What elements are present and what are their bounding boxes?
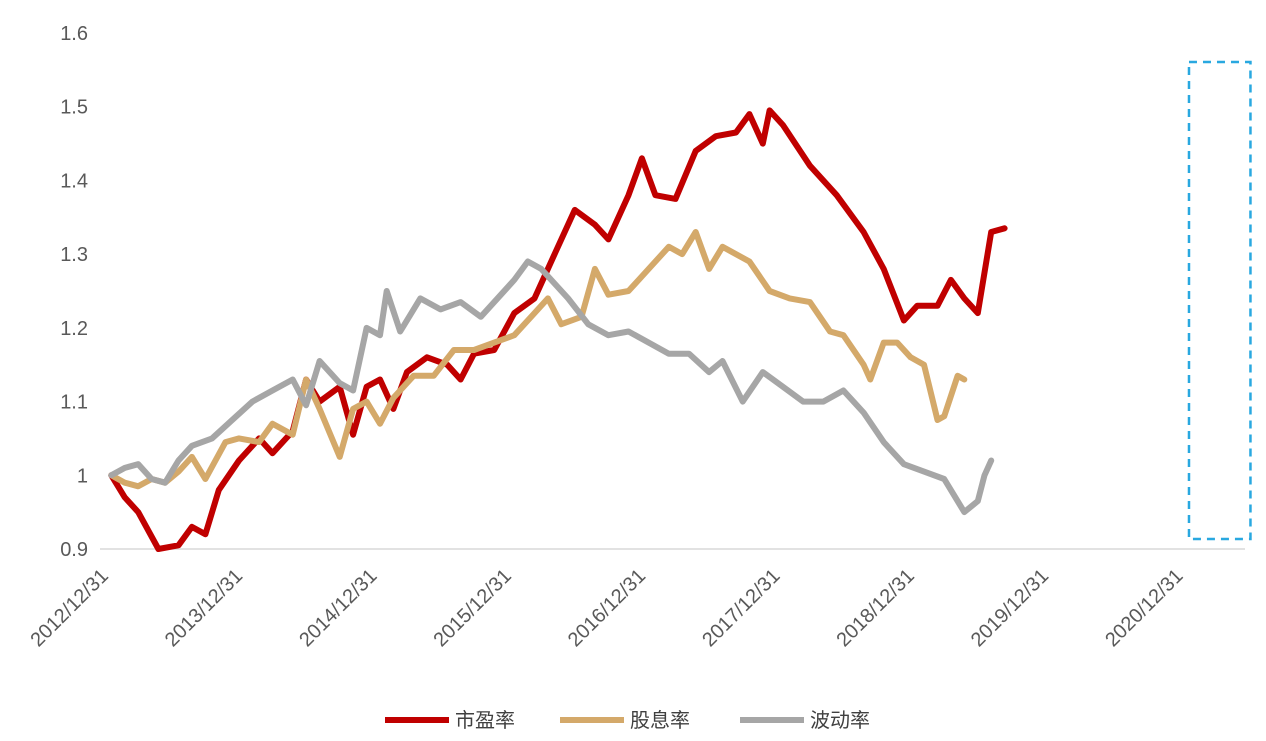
legend: 市盈率 股息率 波动率 — [385, 708, 870, 732]
x-tick-label: 2016/12/31 — [564, 565, 650, 651]
y-tick-label: 1.3 — [60, 244, 88, 266]
y-tick-label: 1.2 — [60, 318, 88, 340]
y-tick-label: 1.5 — [60, 97, 88, 119]
x-tick-label: 2012/12/31 — [27, 565, 113, 651]
y-tick-label: 1.1 — [60, 392, 88, 414]
x-tick-label: 2014/12/31 — [295, 565, 381, 651]
y-tick-label: 1 — [77, 465, 88, 487]
x-tick-label: 2015/12/31 — [430, 565, 516, 651]
x-tick-label: 2013/12/31 — [161, 565, 247, 651]
legend-label: 波动率 — [810, 708, 870, 732]
legend-label: 股息率 — [630, 708, 690, 732]
series-line-1 — [108, 229, 968, 490]
highlight-box — [1187, 60, 1252, 541]
y-tick-label: 0.9 — [60, 539, 88, 561]
x-tick-label: 2018/12/31 — [833, 565, 919, 651]
x-tick-label: 2019/12/31 — [967, 565, 1053, 651]
series-line-2 — [108, 258, 995, 516]
legend-label: 市盈率 — [455, 708, 515, 732]
y-tick-label: 1.4 — [60, 170, 88, 192]
series-lines — [108, 107, 1008, 552]
x-axis-ticks: 2012/12/31 2013/12/31 2014/12/31 2015/12/31… — [27, 565, 1188, 651]
y-axis-ticks: 0.9 1 1.1 1.2 1.3 1.4 1.5 1.6 — [60, 23, 88, 561]
x-tick-label: 2017/12/31 — [698, 565, 784, 651]
series-line-0 — [108, 107, 1008, 552]
y-tick-label: 1.6 — [60, 23, 88, 45]
x-tick-label: 2020/12/31 — [1101, 565, 1187, 651]
